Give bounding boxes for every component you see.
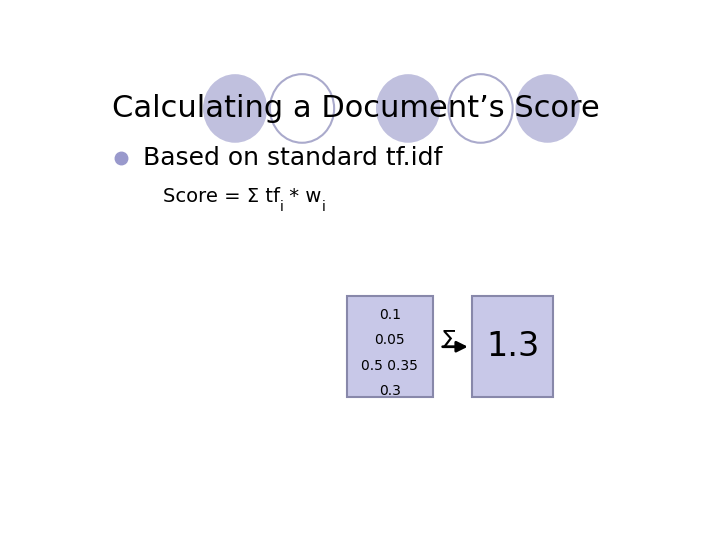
Bar (472, 295, 553, 397)
Text: i: i (322, 200, 325, 214)
Text: Calculating a Document’s Score: Calculating a Document’s Score (112, 94, 600, 123)
Ellipse shape (203, 74, 267, 143)
Ellipse shape (270, 74, 334, 143)
Text: 0.3: 0.3 (379, 384, 401, 398)
Text: Σ: Σ (441, 329, 456, 353)
Text: 0.5 0.35: 0.5 0.35 (361, 359, 418, 373)
Text: * w: * w (284, 187, 322, 206)
Text: Based on standard tf.idf: Based on standard tf.idf (143, 146, 442, 170)
Bar (347, 295, 433, 397)
Text: Score = Σ tf: Score = Σ tf (163, 187, 279, 206)
Ellipse shape (376, 74, 440, 143)
Text: 0.1: 0.1 (379, 308, 401, 322)
Ellipse shape (449, 74, 513, 143)
Ellipse shape (516, 74, 580, 143)
Text: 0.05: 0.05 (374, 333, 405, 347)
Text: i: i (279, 200, 284, 214)
Text: 1.3: 1.3 (486, 330, 539, 363)
